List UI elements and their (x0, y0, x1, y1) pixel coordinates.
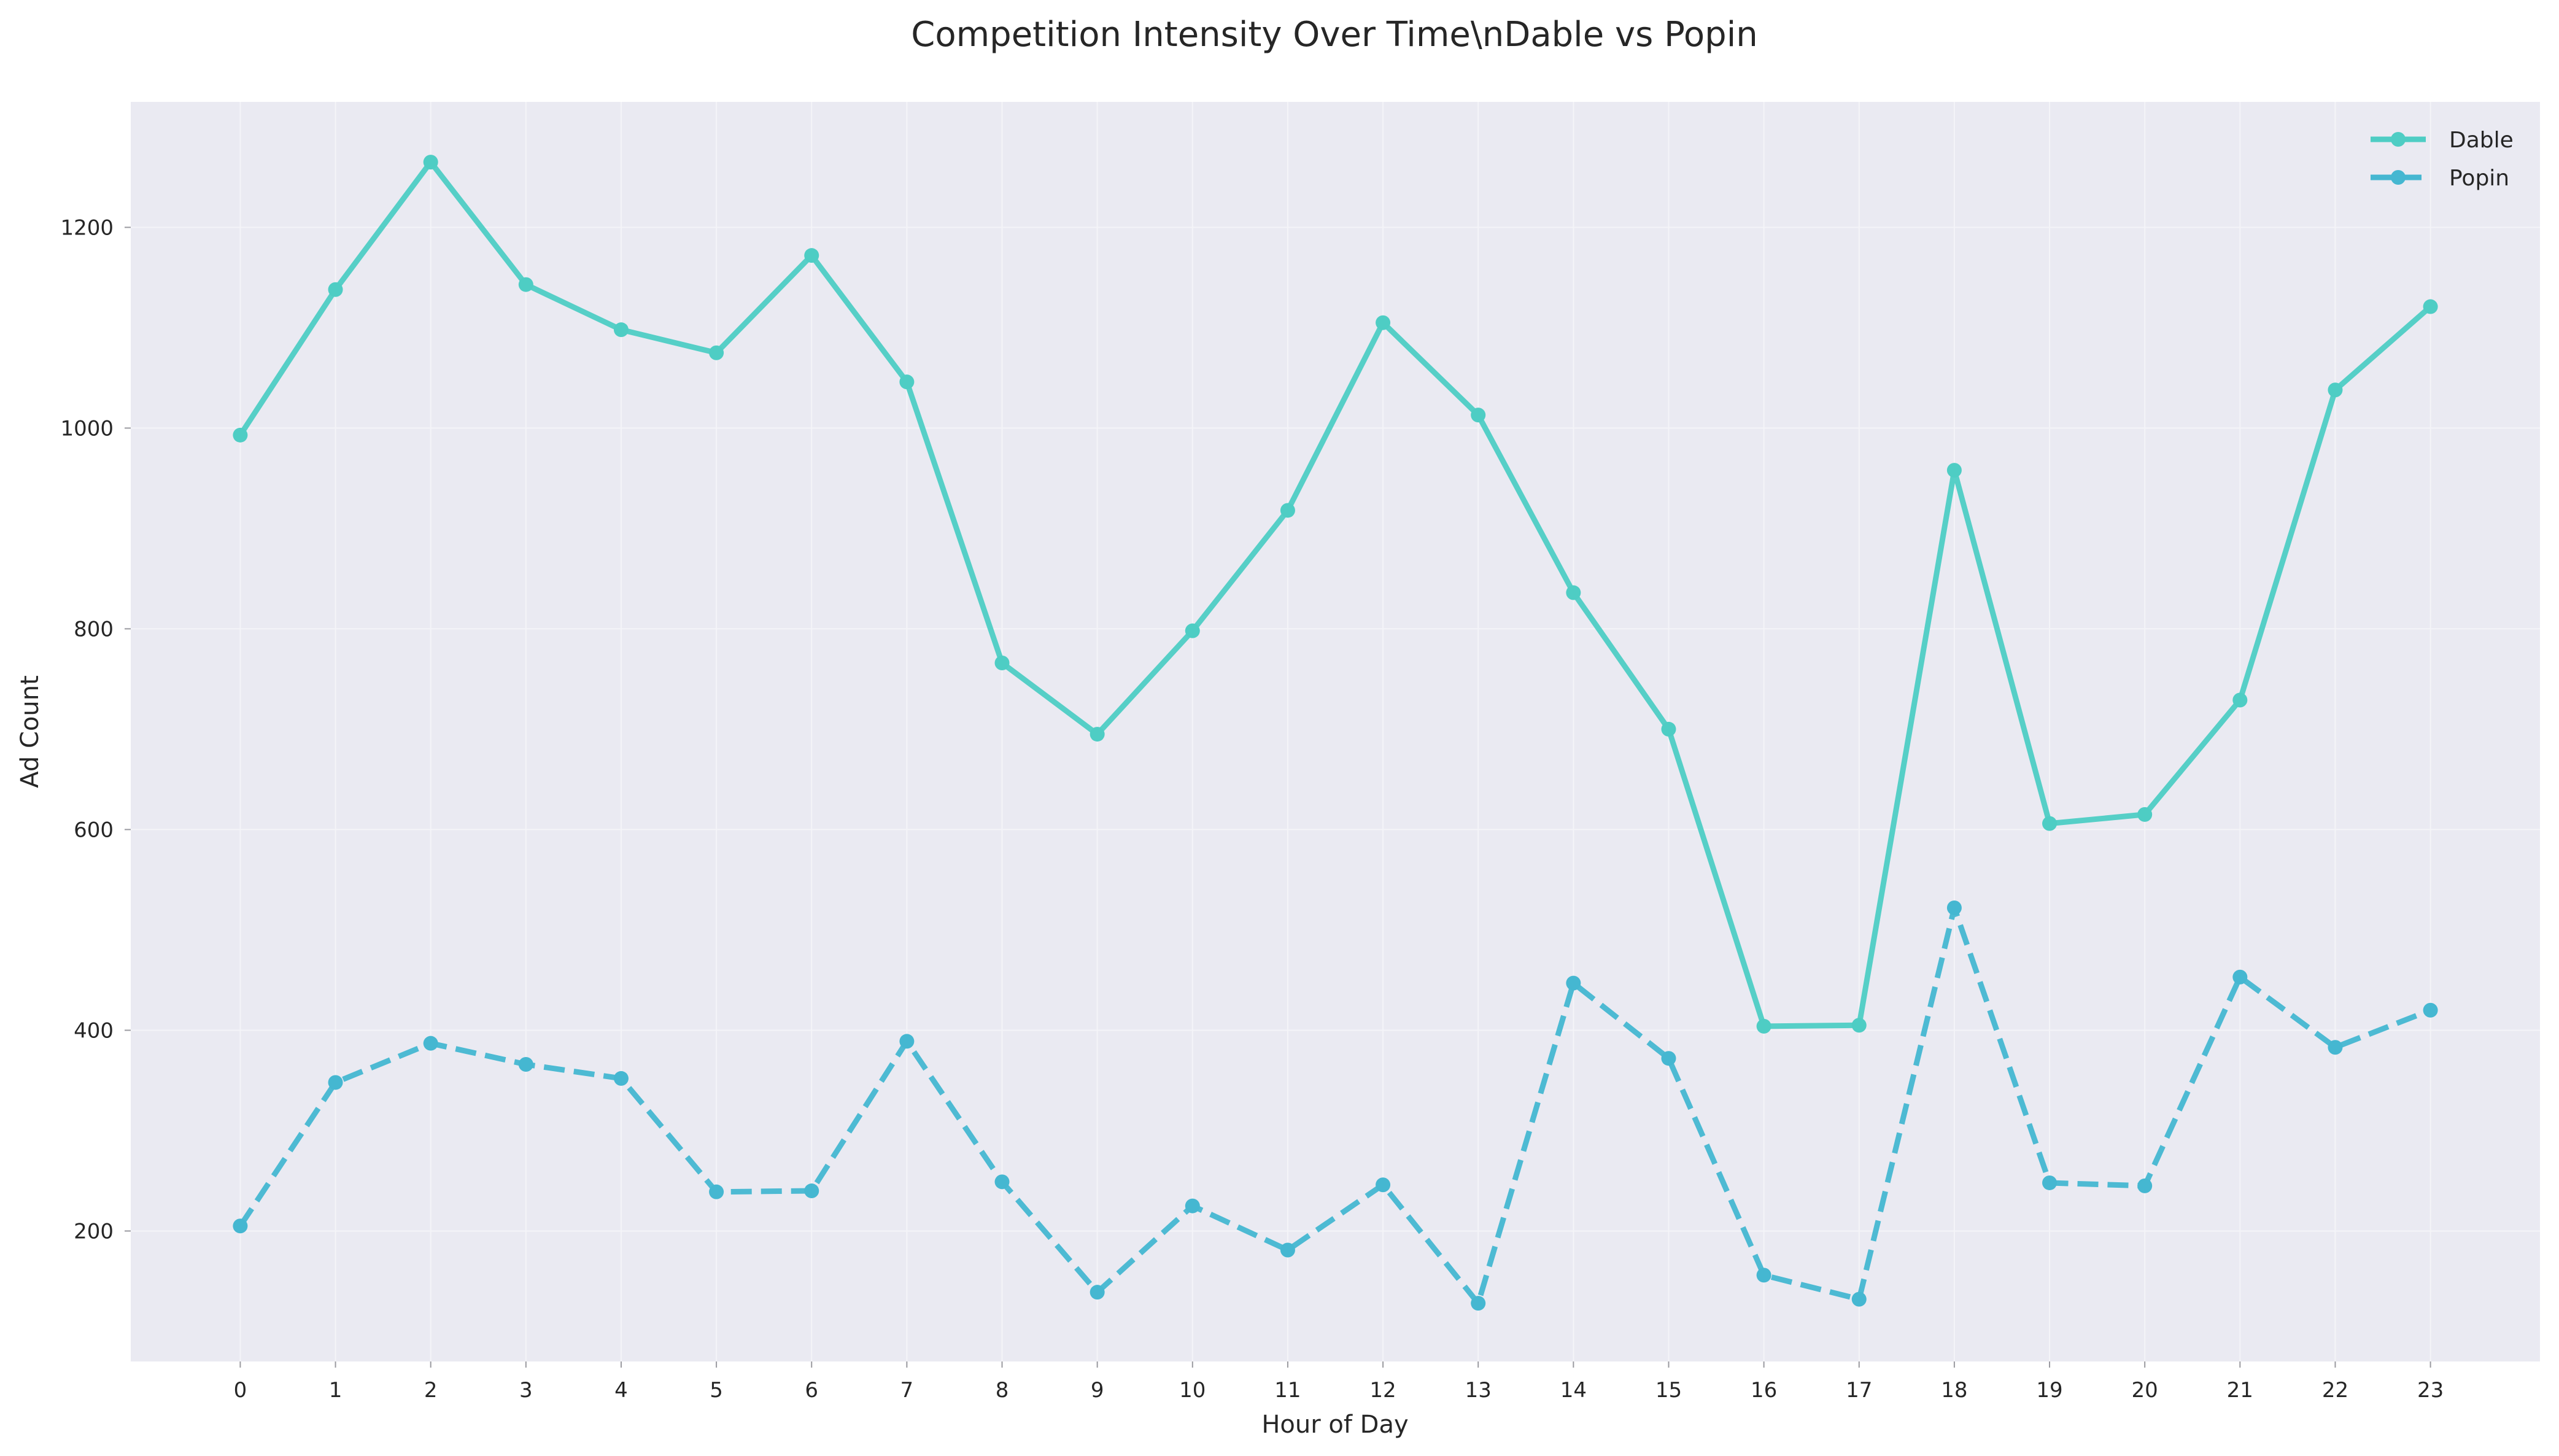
y-tick-label: 200 (74, 1219, 114, 1244)
data-point (1946, 463, 1962, 478)
data-point (1756, 1268, 1771, 1283)
data-point (1090, 1285, 1105, 1300)
series-line-popin (238, 905, 2432, 1306)
series-dable (233, 155, 2438, 1034)
data-point (1471, 408, 1486, 423)
data-point (2137, 807, 2153, 822)
data-point (2232, 692, 2248, 708)
x-tick-label: 9 (1091, 1378, 1104, 1403)
data-point (518, 1057, 533, 1072)
data-point (1280, 503, 1295, 518)
data-point (899, 374, 915, 390)
data-point (709, 345, 724, 360)
x-tick-label: 4 (614, 1378, 628, 1403)
data-point (1661, 1051, 1676, 1066)
x-tick-label: 19 (2036, 1378, 2062, 1403)
data-point (1566, 975, 1581, 991)
data-point (2042, 816, 2058, 831)
data-point (1471, 1296, 1486, 1311)
x-tick-label: 2 (424, 1378, 438, 1403)
data-point (233, 1218, 248, 1234)
data-point (423, 155, 438, 170)
y-tick-label: 1000 (60, 416, 114, 441)
x-tick-label: 5 (710, 1378, 723, 1403)
x-tick-label: 8 (996, 1378, 1009, 1403)
data-point (2328, 1040, 2343, 1055)
legend-item-dable: Dable (2371, 128, 2514, 153)
x-tick-label: 1 (329, 1378, 343, 1403)
data-point (328, 282, 343, 297)
x-tick-label: 13 (1465, 1378, 1492, 1403)
data-point (1185, 1198, 1200, 1214)
data-point (994, 655, 1010, 670)
x-tick-label: 12 (1369, 1378, 1396, 1403)
data-point (2328, 382, 2343, 398)
data-point (1851, 1291, 1867, 1307)
x-tick-label: 11 (1274, 1378, 1301, 1403)
data-point (899, 1034, 915, 1049)
data-point (994, 1174, 1010, 1190)
data-point (709, 1184, 724, 1199)
x-axis-label: Hour of Day (1261, 1411, 1408, 1439)
data-point (1090, 727, 1105, 742)
x-tick-label: 20 (2132, 1378, 2158, 1403)
data-point (2137, 1178, 2153, 1193)
series-popin (233, 900, 2438, 1311)
data-point (804, 248, 819, 263)
data-point (2042, 1175, 2058, 1190)
x-tick-label: 10 (1179, 1378, 1206, 1403)
legend-swatch-marker (2391, 132, 2406, 147)
y-tick-label: 400 (74, 1018, 114, 1043)
legend-label: Dable (2449, 128, 2514, 153)
x-tick-label: 3 (519, 1378, 533, 1403)
legend-label: Popin (2449, 166, 2509, 191)
x-tick-label: 23 (2417, 1378, 2444, 1403)
data-point (2232, 969, 2248, 985)
legend-swatch-marker (2391, 170, 2406, 185)
y-axis-label: Ad Count (16, 675, 44, 788)
grid (131, 102, 2540, 1361)
chart-title: Competition Intensity Over Time\nDable v… (911, 15, 1758, 55)
plot-area (131, 102, 2540, 1361)
data-point (1566, 585, 1581, 600)
data-point (233, 427, 248, 443)
x-tick-label: 17 (1846, 1378, 1872, 1403)
data-point (518, 277, 533, 292)
x-tick-label: 15 (1655, 1378, 1682, 1403)
data-point (2423, 1002, 2438, 1018)
y-tick-label: 1200 (60, 215, 114, 240)
series-layer (233, 155, 2438, 1311)
x-tick-label: 21 (2227, 1378, 2253, 1403)
data-point (804, 1183, 819, 1199)
data-point (423, 1036, 438, 1051)
data-point (1946, 900, 1962, 915)
data-point (613, 322, 629, 338)
data-point (1756, 1018, 1771, 1034)
legend-item-popin: Popin (2371, 166, 2509, 191)
x-tick-label: 18 (1941, 1378, 1967, 1403)
data-point (613, 1071, 629, 1086)
x-tick-label: 7 (900, 1378, 914, 1403)
data-point (2423, 299, 2438, 314)
data-point (1851, 1018, 1867, 1033)
data-point (1185, 623, 1200, 638)
data-point (1280, 1242, 1295, 1258)
x-tick-label: 14 (1560, 1378, 1587, 1403)
data-point (1376, 315, 1391, 330)
y-tick-label: 800 (74, 617, 114, 641)
data-point (1661, 721, 1676, 737)
series-line-dable (237, 159, 2434, 1029)
x-tick-label: 16 (1751, 1378, 1777, 1403)
data-point (328, 1075, 343, 1090)
y-tick-label: 600 (74, 818, 114, 842)
data-point (1376, 1177, 1391, 1193)
x-axis-ticks: 0 1 2 3 4 5 6 7 8 9 10 11 12 13 14 15 16 17 18 19 20 21 22 23 (234, 1361, 2444, 1403)
x-tick-label: 6 (805, 1378, 818, 1403)
legend: Dable Popin (2371, 128, 2514, 191)
x-tick-label: 0 (234, 1378, 247, 1403)
x-tick-label: 22 (2322, 1378, 2348, 1403)
y-axis-ticks: 200 400 600 800 1000 1200 (60, 215, 131, 1244)
